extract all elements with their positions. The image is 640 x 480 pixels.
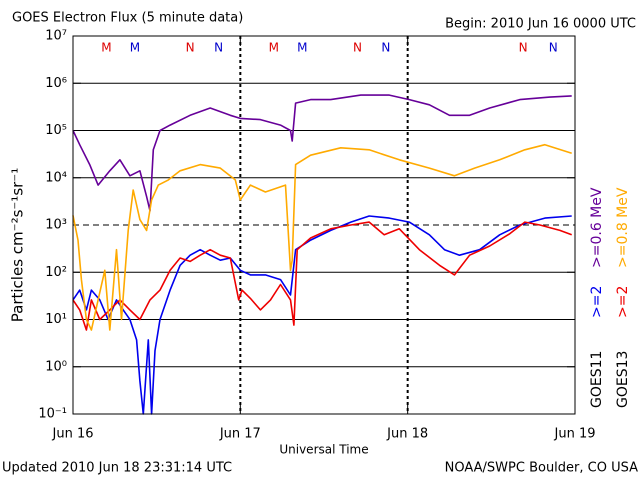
legend-entry: >=2 <box>615 286 631 318</box>
y-tick-label: 10¹ <box>45 312 67 327</box>
series-line <box>72 94 572 212</box>
x-tick-label: Jun 16 <box>52 427 94 442</box>
x-tick-label: Jun 19 <box>554 427 596 442</box>
y-axis-label: Particles cm⁻²s⁻¹sr⁻¹ <box>9 168 27 322</box>
series-line <box>72 143 572 331</box>
series-line <box>72 215 572 415</box>
marker-label: N <box>214 41 223 55</box>
legend-entry: >=2 <box>589 286 605 318</box>
footer-right: NOAA/SWPC Boulder, CO USA <box>445 461 638 476</box>
y-tick-label: 10⁵ <box>45 123 67 138</box>
marker-label: M <box>130 41 140 55</box>
chart-title: GOES Electron Flux (5 minute data) <box>12 11 243 26</box>
x-axis-label: Universal Time <box>279 443 368 457</box>
legend-satellite: GOES13 <box>615 351 631 408</box>
y-tick-label: 10⁷ <box>45 29 67 44</box>
plot-frame <box>72 35 576 415</box>
marker-label: M <box>269 41 279 55</box>
marker-label: N <box>186 41 195 55</box>
legend-entry: >=0.8 MeV <box>615 187 631 268</box>
y-tick-label: 10³ <box>45 218 67 233</box>
legend-entry: >=0.6 MeV <box>589 187 605 268</box>
chart-subtitle: Begin: 2010 Jun 16 0000 UTC <box>445 17 636 32</box>
marker-label: M <box>101 41 111 55</box>
marker-label: N <box>381 41 390 55</box>
x-tick-label: Jun 17 <box>219 427 261 442</box>
y-tick-label: 10⁶ <box>45 76 67 91</box>
y-tick-label: 10⁻¹ <box>38 407 67 422</box>
marker-label: N <box>549 41 558 55</box>
y-tick-label: 10⁴ <box>45 170 67 185</box>
marker-label: N <box>519 41 528 55</box>
y-tick-label: 10² <box>45 265 67 280</box>
marker-label: M <box>297 41 307 55</box>
marker-label: N <box>353 41 362 55</box>
legend-satellite: GOES11 <box>589 351 605 408</box>
x-tick-label: Jun 18 <box>386 427 428 442</box>
series-line <box>72 221 572 331</box>
footer-left: Updated 2010 Jun 18 23:31:14 UTC <box>2 461 232 476</box>
y-tick-label: 10⁰ <box>45 359 67 374</box>
